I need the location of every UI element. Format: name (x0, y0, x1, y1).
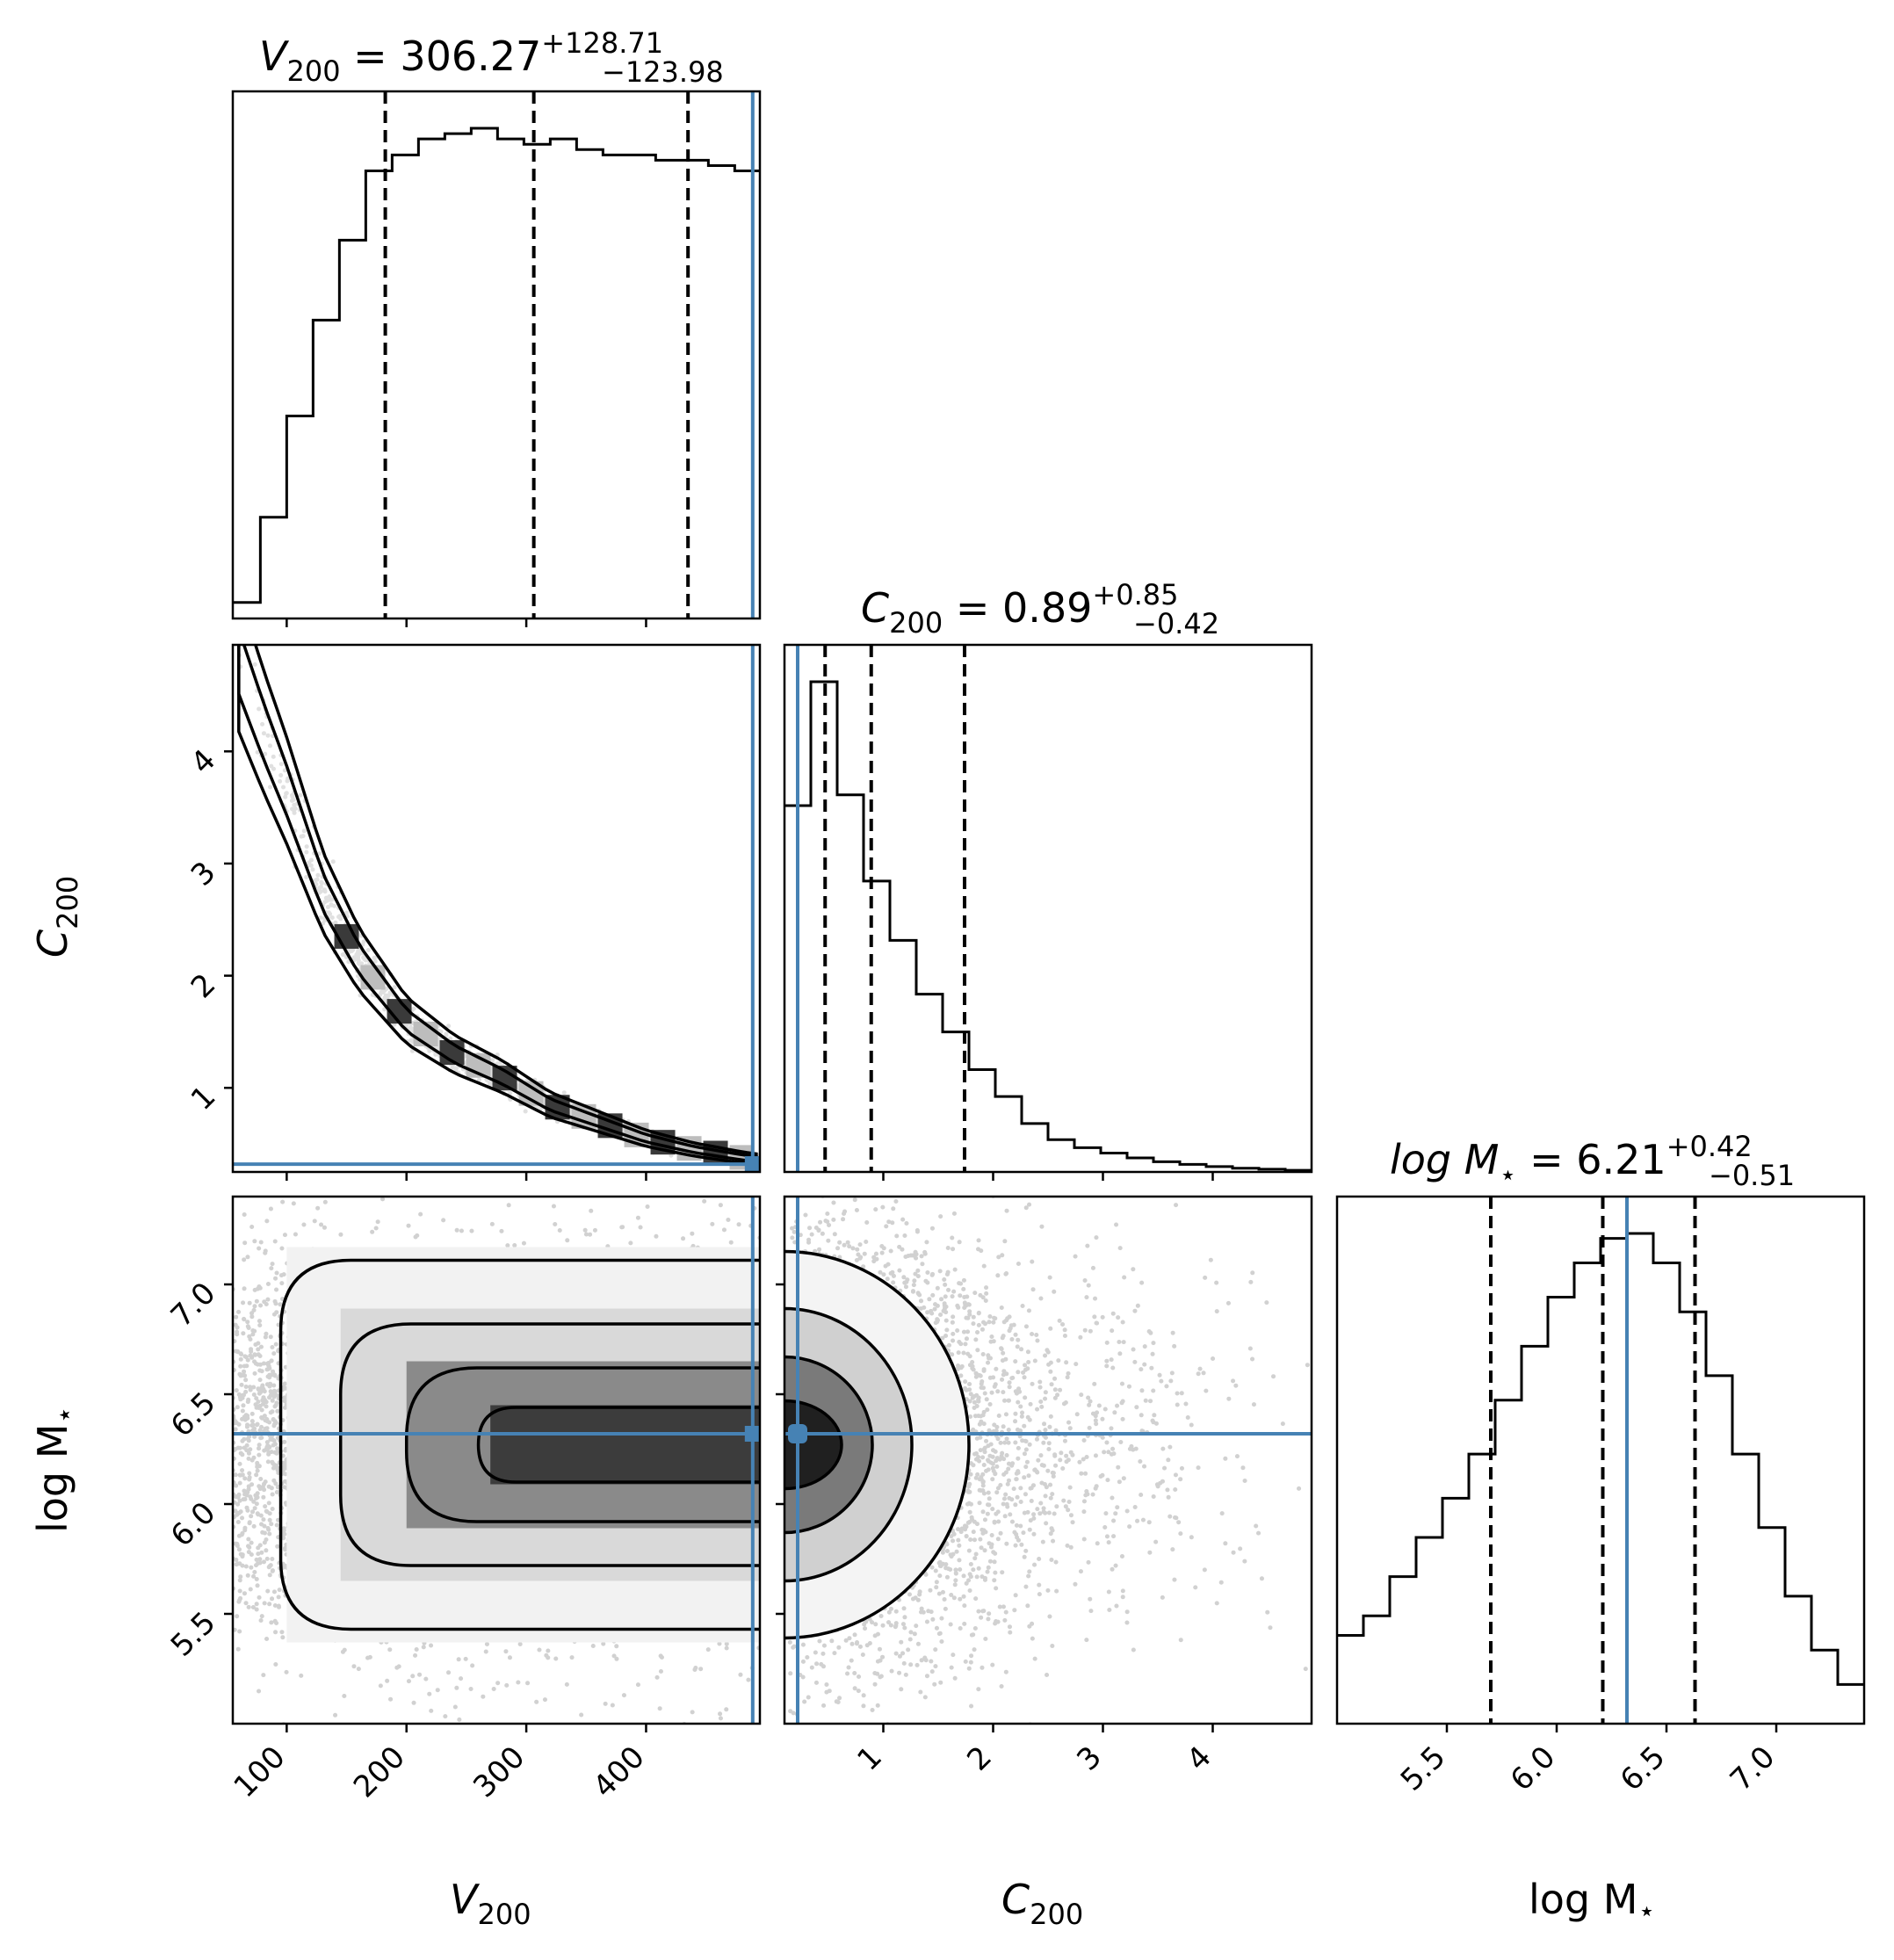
c200-x-ticklabel-1: 2 (960, 1739, 999, 1778)
c200-x-ticklabel-2: 3 (1070, 1739, 1109, 1778)
title-v200-minus: −123.98 (602, 55, 724, 89)
panel-hist-v200 (233, 91, 760, 618)
frame-a11 (231, 90, 762, 620)
v200-x-ticklabel-0: 100 (228, 1739, 293, 1805)
panel-hist-c200 (784, 645, 1312, 1172)
hist-v200-steps (233, 127, 760, 604)
xlabel-v200: V200 (450, 1876, 531, 1931)
frame-a21 (231, 643, 762, 1174)
ylabel-c200: C200 (29, 876, 84, 958)
logm-x-ticklabel-1: 6.0 (1504, 1739, 1563, 1798)
logm-y-ticklabel-0: 5.5 (164, 1605, 223, 1664)
scatter-v200-c200-contour-inner (237, 645, 758, 1164)
scatter-v200-logm-contour-2 (338, 1322, 760, 1567)
logm-y-ticklabel-2: 6.5 (164, 1385, 223, 1444)
title-c200: C200 = 0.89+0.85 (861, 578, 1178, 640)
hist-c200-steps (784, 680, 1312, 1172)
c200-y-ticklabel-3: 4 (184, 742, 223, 781)
v200-x-ticklabel-1: 200 (347, 1739, 412, 1805)
title-logm-minus: −0.51 (1709, 1159, 1795, 1192)
title-v200: V200 = 306.27+128.71 (259, 26, 663, 88)
scatter-v200-logm-truth-marker (744, 1426, 760, 1442)
scatter-v200-logm-contour-1 (278, 1258, 760, 1631)
logm-x-ticklabel-0: 5.5 (1394, 1739, 1453, 1798)
scatter-v200-logm-contour-4 (476, 1406, 760, 1484)
scatter-v200-logm-contour-3 (404, 1366, 760, 1523)
scatter-c200-logm-truth-marker (788, 1424, 807, 1443)
logm-x-ticklabel-2: 6.5 (1614, 1739, 1673, 1798)
panel-hist-logm (1337, 1197, 1864, 1724)
logm-x-ticklabel-3: 7.0 (1724, 1739, 1782, 1798)
frame-a32 (783, 1195, 1313, 1725)
logm-y-ticklabel-3: 7.0 (164, 1276, 223, 1334)
title-logm: log M⋆ = 6.21+0.42 (1390, 1130, 1753, 1191)
v200-x-ticklabel-3: 400 (587, 1739, 652, 1805)
logm-y-ticklabel-1: 6.0 (164, 1495, 223, 1554)
hist-logm-steps (1337, 1232, 1864, 1686)
c200-y-ticklabel-0: 1 (184, 1079, 223, 1117)
scatter-v200-c200-truth-marker (744, 1156, 760, 1172)
panel-scatter-c200-logm (784, 1197, 1312, 1724)
scatter-v200-logm-density-level (490, 1405, 760, 1485)
frame-a31 (231, 1195, 762, 1725)
c200-x-ticklabel-3: 4 (1180, 1739, 1218, 1778)
ylabel-logm: log M⋆ (29, 1407, 81, 1533)
c200-x-ticklabel-0: 1 (850, 1739, 889, 1778)
c200-y-ticklabel-1: 2 (184, 967, 223, 1006)
v200-x-ticklabel-2: 300 (466, 1739, 531, 1805)
frame-a22 (783, 643, 1313, 1174)
frame-a33 (1335, 1195, 1866, 1725)
panel-scatter-v200-logm (233, 1197, 760, 1724)
xlabel-logm: log M⋆ (1529, 1876, 1655, 1927)
title-c200-minus: −0.42 (1133, 607, 1219, 640)
panel-scatter-v200-c200 (233, 645, 760, 1172)
xlabel-c200: C200 (1001, 1876, 1083, 1931)
c200-y-ticklabel-2: 3 (184, 855, 223, 893)
